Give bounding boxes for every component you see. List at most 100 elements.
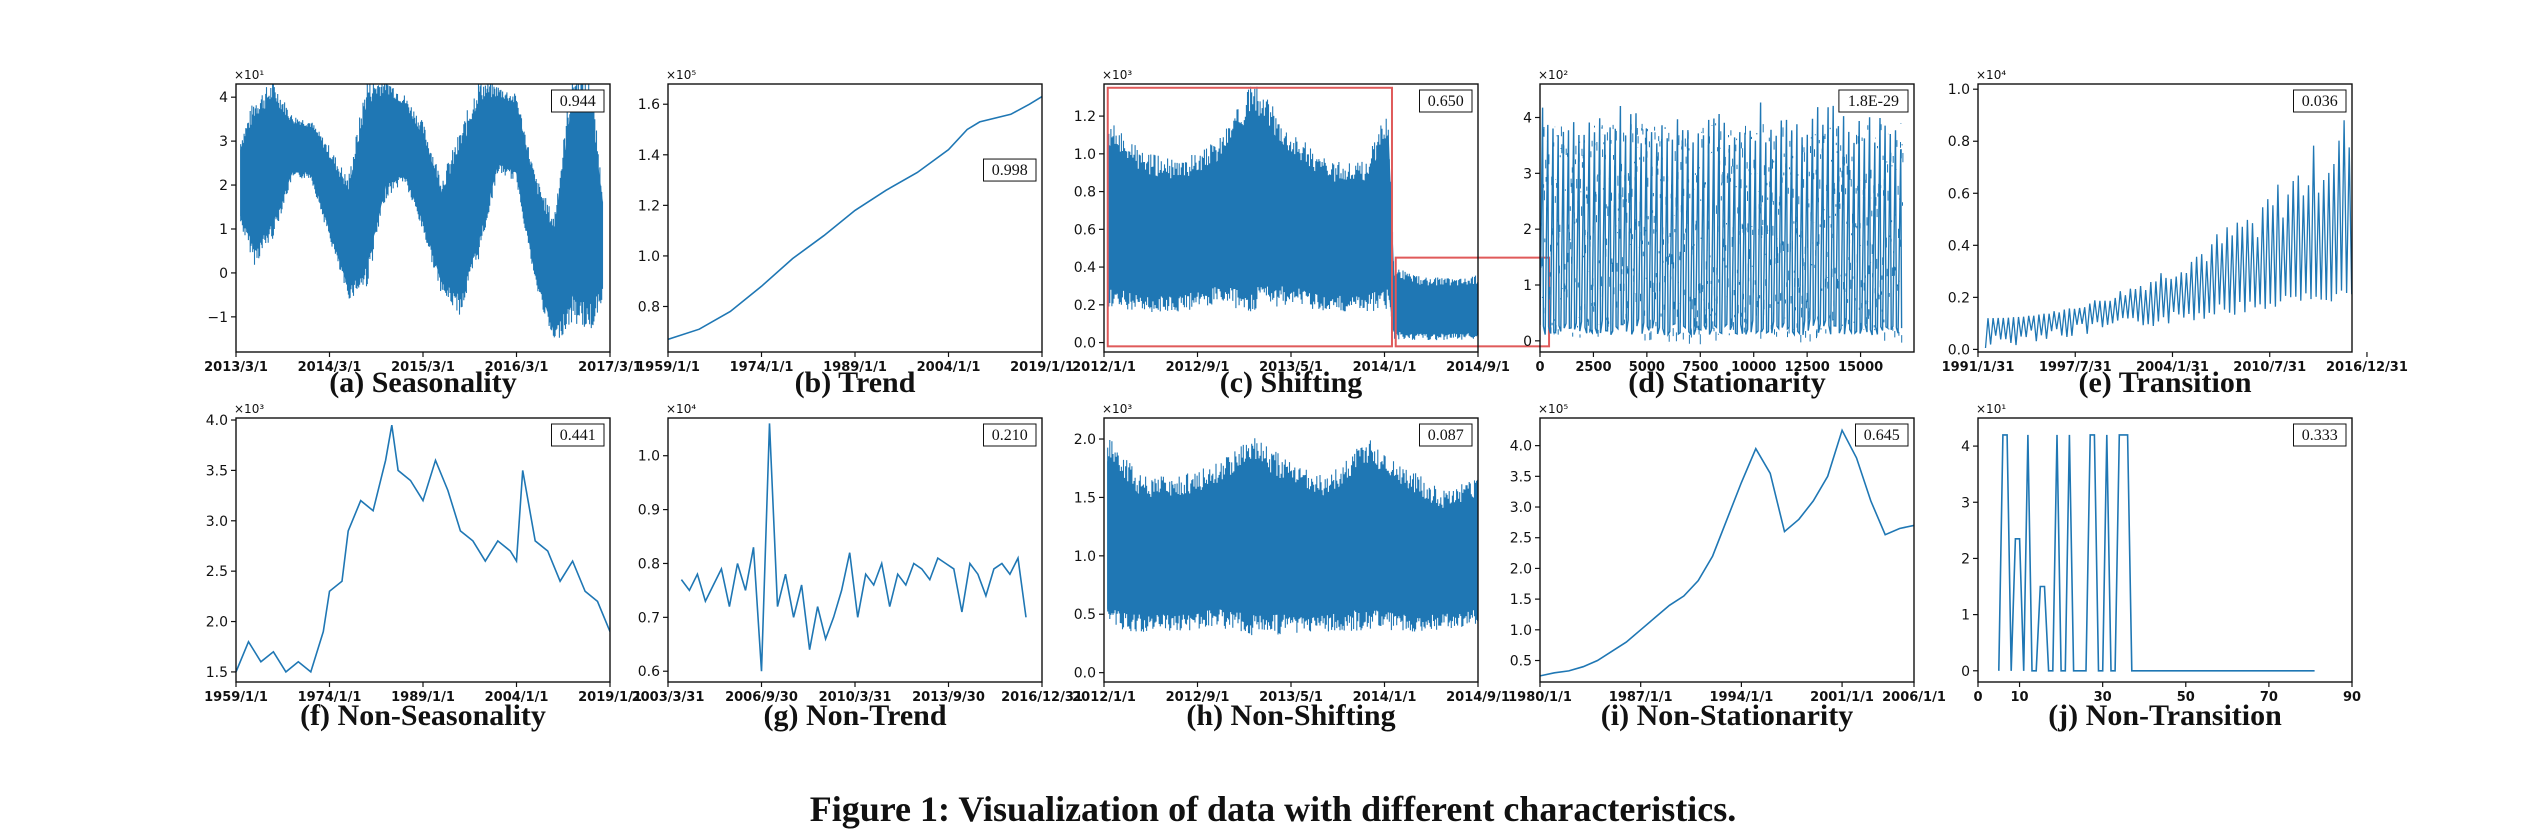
y-tick-label: 0.9 xyxy=(638,503,660,519)
chart-panel-7: 2003/3/31 2006/9/30 2010/3/31 2013/9/30 2016… xyxy=(632,402,1083,732)
y-tick-label: 1.2 xyxy=(1074,109,1096,125)
y-tick-label: 0.2 xyxy=(1074,298,1096,314)
plot-area xyxy=(236,424,610,674)
plot-frame xyxy=(667,83,1043,353)
x-tick-label: 12500 xyxy=(1785,360,1830,375)
y-tick-label: 3.5 xyxy=(1510,469,1532,485)
plot-area xyxy=(1107,86,1478,341)
y-tick-label: 2.0 xyxy=(1510,561,1532,577)
score-box xyxy=(1855,423,1909,447)
x-tick-label: 2004/1/1 xyxy=(485,690,549,705)
chart-panel-9: 1980/1/1 1987/1/1 1994/1/1 2001/1/1 2006/1/1… xyxy=(1508,402,1946,732)
x-tick-label: 15000 xyxy=(1838,360,1883,375)
chart-panel-1: 2013/3/1 2014/3/1 2015/3/1 2016/3/1 2017/3/1… xyxy=(204,68,642,399)
y-tick-label: 0.8 xyxy=(638,299,660,315)
x-tick-label: 2016/12/31 xyxy=(2326,360,2408,375)
y-tick-label: 1.0 xyxy=(638,449,660,465)
x-tick-label: 7500 xyxy=(1682,360,1718,375)
y-tick-label: 0.5 xyxy=(1074,607,1096,623)
y-tick-label: 0.8 xyxy=(1948,134,1970,150)
x-tick-label: 2004/1/1 xyxy=(917,360,981,375)
y-tick-label: 0.4 xyxy=(1074,260,1096,276)
axis-exponent: ×10⁵ xyxy=(1538,402,1568,416)
y-tick-label: 2 xyxy=(1523,222,1532,238)
plot-frame xyxy=(1977,83,2353,353)
y-tick-label: 2.0 xyxy=(206,615,228,631)
highlight-box xyxy=(1106,86,1393,348)
y-tick-label: 1.5 xyxy=(1510,592,1532,608)
x-tick-label: 2006/1/1 xyxy=(1882,690,1946,705)
chart-panel-3: 2012/1/1 2012/9/1 2013/5/1 2014/1/1 2014/9/1… xyxy=(1072,68,1551,399)
score-label: 0.333 xyxy=(2302,427,2338,444)
y-tick-label: 0 xyxy=(1961,664,1970,680)
series-spikes xyxy=(1540,102,1903,337)
chart-panel-5: 1991/1/31 1997/7/31 2004/1/31 2010/7/31 2016… xyxy=(1942,68,2408,399)
series-line xyxy=(680,423,1027,672)
y-tick-label: 4 xyxy=(219,90,228,106)
series-spikes xyxy=(1984,120,2352,349)
y-tick-label: 0.0 xyxy=(1074,336,1096,352)
y-tick-label: 1.0 xyxy=(1948,82,1970,98)
x-tick-label: 1974/1/1 xyxy=(730,360,794,375)
y-tick-label: 0.0 xyxy=(1074,666,1096,682)
plot-frame xyxy=(235,417,611,683)
x-tick-label: 2004/1/31 xyxy=(2136,360,2209,375)
axis-exponent: ×10³ xyxy=(234,402,264,416)
plot-area xyxy=(1540,102,1904,345)
y-tick-label: 3.0 xyxy=(1510,500,1532,516)
x-tick-label: 10000 xyxy=(1731,360,1776,375)
y-tick-label: 0 xyxy=(219,266,228,282)
axis-exponent: ×10⁴ xyxy=(1976,68,2006,82)
series-noise xyxy=(240,84,604,338)
y-tick-label: 0.2 xyxy=(1948,290,1970,306)
x-tick-label: 2014/9/1 xyxy=(1446,690,1510,705)
x-tick-label: 2012/1/1 xyxy=(1072,690,1136,705)
y-tick-label: 1.6 xyxy=(638,97,660,113)
x-tick-label: 2012/1/1 xyxy=(1072,360,1136,375)
x-tick-label: 2014/1/1 xyxy=(1353,690,1417,705)
y-tick-label: 1.0 xyxy=(1074,549,1096,565)
subplot-caption: (d) Stationarity xyxy=(1628,366,1826,399)
y-tick-label: 4 xyxy=(1523,111,1532,127)
x-tick-label: 30 xyxy=(2094,690,2112,705)
axis-exponent: ×10¹ xyxy=(1976,402,2006,416)
chart-panel-4: 0 2500 5000 7500 10000 12500 15000 0 1 2 3 4 ×10² 1.8… xyxy=(1523,68,1915,399)
plot-area xyxy=(668,95,1042,341)
axis-exponent: ×10⁵ xyxy=(666,68,696,82)
series-line xyxy=(668,95,1042,341)
y-tick-label: 0.4 xyxy=(1948,238,1970,254)
x-tick-label: 2014/3/1 xyxy=(298,360,362,375)
series-line xyxy=(1998,434,2315,672)
y-tick-label: 0.0 xyxy=(1948,342,1970,358)
score-label: 0.441 xyxy=(560,427,596,444)
x-tick-label: 90 xyxy=(2343,690,2361,705)
y-tick-label: 3 xyxy=(219,134,228,150)
x-tick-label: 2013/3/1 xyxy=(204,360,268,375)
score-box xyxy=(551,89,605,113)
y-tick-label: 2.5 xyxy=(1510,531,1532,547)
chart-panel-2: 1959/1/1 1974/1/1 1989/1/1 2004/1/1 2019/1/1… xyxy=(636,68,1074,399)
x-tick-label: 1980/1/1 xyxy=(1508,690,1572,705)
y-tick-label: 0.6 xyxy=(638,664,660,680)
axis-exponent: ×10⁴ xyxy=(666,402,696,416)
axis-exponent: ×10² xyxy=(1538,68,1568,82)
subplot-caption: (h) Non-Shifting xyxy=(1186,699,1395,732)
plot-frame xyxy=(667,417,1043,683)
y-tick-label: 1 xyxy=(219,222,228,238)
plot-frame xyxy=(1977,417,2353,683)
plot-area xyxy=(1540,428,1914,677)
axis-exponent: ×10¹ xyxy=(234,68,264,82)
y-tick-label: 2.0 xyxy=(1074,432,1096,448)
x-tick-label: 2013/5/1 xyxy=(1259,360,1323,375)
plot-frame xyxy=(1539,83,1915,353)
y-tick-label: 1.4 xyxy=(638,148,660,164)
score-label: 0.998 xyxy=(992,162,1028,179)
y-tick-label: 4.0 xyxy=(206,413,228,429)
series-fill xyxy=(1540,123,1904,345)
plot-area xyxy=(1107,438,1478,636)
y-tick-label: 1 xyxy=(1523,278,1532,294)
chart-panel-6: 1959/1/1 1974/1/1 1989/1/1 2004/1/1 2019/1/1… xyxy=(204,402,642,732)
score-box xyxy=(983,423,1037,447)
y-tick-label: 1 xyxy=(1961,608,1970,624)
x-tick-label: 2019/1/1 xyxy=(1010,360,1074,375)
